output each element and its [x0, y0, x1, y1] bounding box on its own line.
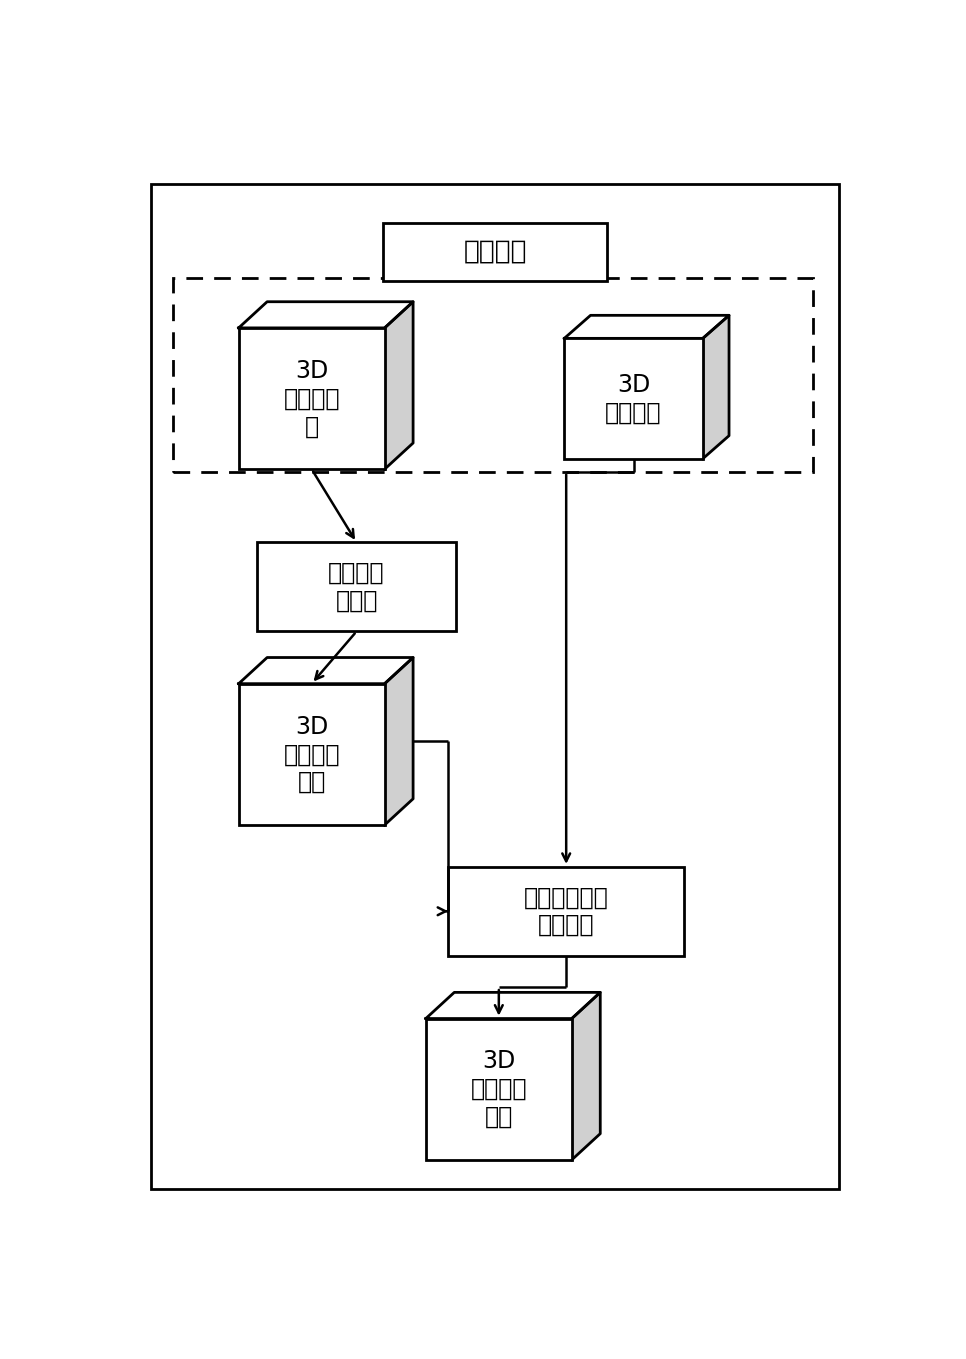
Polygon shape: [384, 658, 413, 825]
Polygon shape: [239, 302, 413, 328]
Bar: [239, 684, 384, 825]
Bar: [239, 328, 384, 469]
Polygon shape: [572, 992, 600, 1159]
Bar: [257, 542, 456, 632]
Bar: [383, 223, 608, 281]
Bar: [426, 1018, 572, 1159]
Text: 3D
合成超声
图像: 3D 合成超声 图像: [283, 715, 340, 794]
Bar: [173, 279, 813, 472]
Polygon shape: [703, 315, 729, 459]
Text: 生成对抗
式网络: 生成对抗 式网络: [328, 561, 384, 613]
Bar: [448, 867, 684, 955]
Text: 输入图像: 输入图像: [464, 239, 526, 265]
Polygon shape: [564, 315, 729, 338]
Polygon shape: [384, 302, 413, 469]
Text: 3D
超声图像: 3D 超声图像: [606, 372, 662, 424]
Polygon shape: [426, 992, 600, 1018]
Bar: [564, 338, 703, 459]
Polygon shape: [239, 658, 413, 684]
Text: 3D
配准融合
图像: 3D 配准融合 图像: [470, 1049, 527, 1129]
Text: 邻域描述算子
配准方法: 邻域描述算子 配准方法: [524, 885, 609, 938]
Text: 3D
磁共振图
像: 3D 磁共振图 像: [283, 359, 340, 439]
